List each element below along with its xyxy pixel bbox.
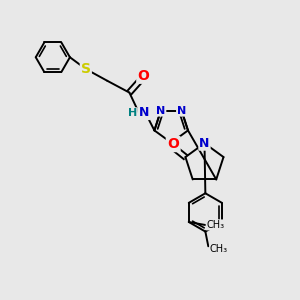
Text: O: O [137,69,149,83]
Text: CH₃: CH₃ [210,244,228,254]
Text: S: S [81,62,91,76]
Text: S: S [167,136,176,149]
Text: H: H [128,108,137,118]
Text: N: N [139,106,149,119]
Text: N: N [156,106,165,116]
Text: N: N [199,137,210,150]
Text: O: O [168,137,180,151]
Text: N: N [177,106,186,116]
Text: CH₃: CH₃ [206,220,225,230]
